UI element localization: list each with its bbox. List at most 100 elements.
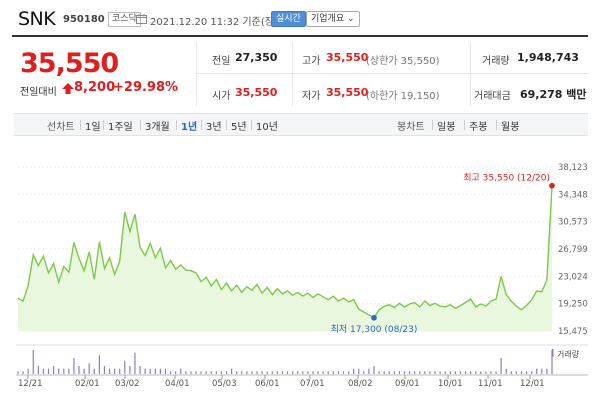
low-marker	[371, 314, 377, 321]
tab-3y[interactable]: 3년	[206, 122, 222, 133]
price-area	[18, 185, 552, 331]
volume-bar	[317, 371, 319, 374]
volume-bar	[429, 371, 431, 374]
quote-time: 2021.12.20 11:32 기준(장중)	[150, 17, 288, 28]
volume-bar	[276, 371, 278, 374]
volume-bars	[17, 350, 553, 374]
volume-label: 거래량	[482, 56, 510, 67]
volume-bar	[129, 366, 131, 374]
lower-limit: (하한가 19,150)	[366, 91, 440, 102]
volume-bar	[358, 368, 360, 374]
volume-bar	[378, 371, 380, 374]
low-value: 35,550	[326, 86, 369, 99]
volume-bar	[353, 368, 355, 374]
x-tick-label: 04/01	[165, 379, 190, 389]
tab-daily[interactable]: 일봉	[437, 122, 456, 133]
price-line	[17, 185, 553, 319]
low-annotation: 최저 17,300 (08/23)	[331, 324, 418, 335]
volume-bar	[200, 371, 202, 374]
volume-bar	[297, 371, 299, 374]
divider	[470, 42, 471, 106]
volume-bar	[37, 366, 39, 374]
volume-bar	[251, 371, 253, 374]
volume-bar	[510, 371, 512, 374]
x-axis-labels: 12/21 02/01 03/02 04/01 05/03 06/01 07/01 08/02…	[18, 375, 545, 389]
x-tick-label: 06/01	[255, 379, 280, 389]
prev-close-value: 27,350	[235, 51, 278, 64]
tab-1w[interactable]: 1주일	[108, 122, 133, 133]
volume-bar	[505, 368, 507, 374]
y-tick-label: 26,799	[558, 245, 588, 255]
volume-bar	[312, 371, 314, 374]
volume-bar	[403, 371, 406, 374]
volume-bar	[83, 368, 85, 374]
volume-bar	[175, 371, 177, 374]
volume-bar	[464, 371, 467, 374]
x-tick-label: 07/01	[300, 379, 325, 389]
volume-bar	[342, 371, 345, 374]
volume-bar	[475, 371, 477, 374]
current-price: 35,550	[20, 48, 119, 79]
volume-bar	[231, 368, 233, 374]
volume-bar	[210, 371, 212, 374]
volume-legend: 거래량	[557, 349, 580, 359]
open-label: 시가	[212, 91, 231, 102]
tab-weekly[interactable]: 주봉	[469, 122, 488, 133]
high-annotation: 최고 35,550 (12/20)	[463, 173, 550, 184]
volume-bar	[271, 371, 273, 374]
volume-bar	[47, 368, 50, 374]
x-tick-label: 02/01	[75, 379, 100, 389]
tab-1y[interactable]: 1년	[181, 122, 198, 133]
volume-bar	[134, 352, 136, 374]
volume-bar	[266, 371, 268, 374]
tab-monthly[interactable]: 월봉	[501, 122, 520, 133]
tab-divider	[140, 120, 141, 130]
volume-bar	[58, 368, 60, 374]
stock-name: SNK	[18, 8, 56, 30]
line-chart-label: 선차트	[47, 122, 75, 133]
high-value: 35,550	[326, 51, 369, 64]
up-arrow-icon	[62, 83, 74, 94]
volume-bar	[393, 371, 395, 374]
volume-bar	[388, 371, 390, 374]
tab-3m[interactable]: 3개월	[145, 122, 170, 133]
volume-bar	[302, 371, 304, 374]
volume-bar	[180, 368, 182, 374]
volume-bar	[119, 368, 121, 374]
tab-divider	[176, 120, 177, 130]
change-label: 전일대비	[20, 87, 57, 98]
volume-bar	[236, 371, 238, 374]
upper-limit: (상한가 35,550)	[366, 56, 440, 67]
price-chart[interactable]: 38,123 34,348 30,573 26,799 23,024 19,250 15,4…	[0, 150, 600, 408]
tab-divider	[496, 120, 497, 130]
amount-label: 거래대금	[474, 91, 511, 102]
volume-bar	[347, 371, 350, 374]
volume-bar	[409, 371, 411, 374]
tab-divider	[80, 120, 81, 130]
divider	[292, 42, 293, 106]
prev-close-label: 전일	[212, 56, 231, 67]
y-tick-label: 15,475	[558, 327, 588, 337]
volume-bar	[414, 371, 416, 374]
volume-bar	[368, 368, 370, 374]
tab-divider	[432, 120, 433, 130]
volume-bar	[144, 368, 146, 374]
market-badge: 코스닥	[108, 12, 141, 27]
volume-bar	[114, 368, 116, 374]
volume-bar	[459, 371, 462, 374]
volume-bar	[225, 371, 228, 374]
realtime-button[interactable]: 실시간	[271, 11, 306, 27]
tab-1d[interactable]: 1일	[85, 122, 101, 133]
volume-bar	[551, 350, 553, 374]
y-tick-label: 34,348	[558, 190, 588, 200]
volume-bar	[220, 371, 223, 374]
volume-legend-swatch	[552, 349, 554, 357]
tab-10y[interactable]: 10년	[256, 122, 278, 133]
company-info-dropdown[interactable]: 기업개요 ⌄	[306, 11, 360, 27]
volume-bar	[124, 360, 126, 374]
divider	[196, 42, 197, 106]
volume-bar	[63, 368, 65, 374]
amount-value: 69,278 백만	[520, 88, 587, 101]
tab-5y[interactable]: 5년	[231, 122, 247, 133]
volume-bar	[185, 371, 187, 374]
